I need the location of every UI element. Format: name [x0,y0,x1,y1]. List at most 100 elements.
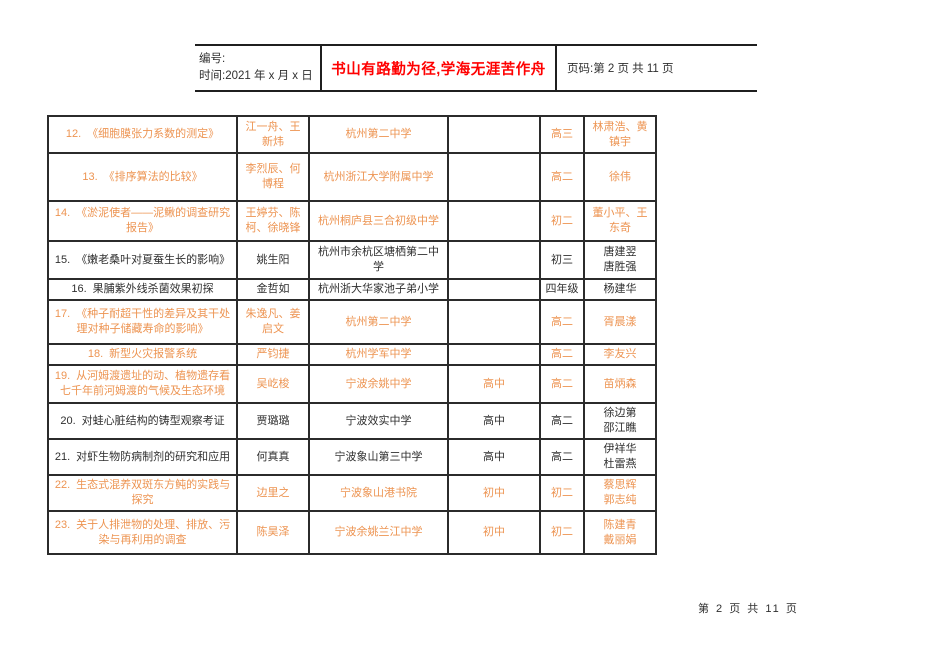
project-title: 新型火灾报警系统 [109,348,198,360]
table-row: 15. 《嫩老桑叶对夏蚕生长的影响》 姚生阳 杭州市余杭区塘栖第二中学 初三 唐建翌 唐胜… [47,240,657,280]
project-title: 《嫩老桑叶对夏蚕生长的影响》 [76,253,231,266]
grade-cell: 高二 [539,364,585,404]
table-row: 17. 《种子耐超干性的差异及其干处理对种子储藏寿命的影响》 朱逸凡、姜启文 杭州第二… [47,299,657,345]
authors-cell: 贾璐璐 [236,402,310,440]
page-header: 编号: 时间:2021 年 x 月 x 日 书山有路勤为径,学海无涯苦作舟 页码… [195,44,757,92]
level-cell: 高中 [447,402,541,440]
table-row: 21. 对虾生物防病制剂的研究和应用 何真真 宁波象山第三中学 高中 高二 伊祥华 杜雷燕 [47,438,657,476]
row-number: 15. [54,253,71,266]
project-title: 《细胞膜张力系数的测定》 [87,128,220,140]
project-title: 果脯紫外线杀菌效果初探 [92,283,214,295]
school-cell: 杭州桐庐县三合初级中学 [308,200,449,242]
project-title-cell: 20. 对蛙心脏结构的铸型观察考证 [47,402,238,440]
grade-cell: 高三 [539,115,585,154]
school-cell: 杭州浙江大学附属中学 [308,152,449,202]
slogan-text: 书山有路勤为径,学海无涯苦作舟 [331,61,546,78]
school-cell: 杭州第二中学 [308,115,449,154]
grade-cell: 高二 [539,343,585,366]
row-number: 22. [54,479,71,491]
school-cell: 宁波余姚中学 [308,364,449,404]
advisors-cell: 李友兴 [583,343,657,366]
advisors-cell: 徐边第 邵江瞧 [583,402,657,440]
table-row: 12. 《细胞膜张力系数的测定》 江一舟、王新炜 杭州第二中学 高三 林肃浩、黄镇宇 [47,115,657,154]
advisors-cell: 蔡思辉 郭志纯 [583,474,657,512]
school-cell: 宁波效实中学 [308,402,449,440]
number-label: 编号: [199,53,226,66]
project-title-cell: 16. 果脯紫外线杀菌效果初探 [47,278,238,301]
table-row: 18. 新型火灾报警系统 严钧捷 杭州学军中学 高二 李友兴 [47,343,657,366]
level-cell: 高中 [447,438,541,476]
row-number: 19. [54,370,71,382]
level-cell [447,299,541,345]
level-cell [447,278,541,301]
project-title: 关于人排泄物的处理、排放、污染与再利用的调查 [76,518,231,546]
grade-cell: 初二 [539,510,585,555]
grade-cell: 初三 [539,240,585,280]
table-row: 13. 《排序算法的比较》 李烈辰、何博程 杭州浙江大学附属中学 高二 徐伟 [47,152,657,202]
advisors-cell: 陈建青 戴丽娟 [583,510,657,555]
row-number: 13. [82,170,98,183]
authors-cell: 严钧捷 [236,343,310,366]
header-page-cell: 页码:第 2 页 共 11 页 [557,46,757,90]
school-cell: 宁波余姚兰江中学 [308,510,449,555]
project-title: 《淤泥使者——泥鳅的调查研究报告》 [76,207,231,234]
level-cell: 初中 [447,510,541,555]
authors-cell: 吴屹梭 [236,364,310,404]
project-title-cell: 15. 《嫩老桑叶对夏蚕生长的影响》 [47,240,238,280]
level-cell [447,152,541,202]
advisors-cell: 苗炳森 [583,364,657,404]
authors-cell: 王婷芬、陈柯、徐晓锋 [236,200,310,242]
table-row: 23. 关于人排泄物的处理、排放、污染与再利用的调查 陈昊泽 宁波余姚兰江中学 初中 初二… [47,510,657,555]
row-number: 18. [87,348,104,360]
project-title: 对虾生物防病制剂的研究和应用 [76,450,231,463]
advisors-cell: 徐伟 [583,152,657,202]
school-cell: 杭州浙大华家池子弟小学 [308,278,449,301]
school-cell: 杭州市余杭区塘栖第二中学 [308,240,449,280]
table-row: 19. 从河姆渡遗址的动、植物遗存看七千年前河姆渡的气候及生态环境 吴屹梭 宁波余姚中… [47,364,657,404]
table-row: 20. 对蛙心脏结构的铸型观察考证 贾璐璐 宁波效实中学 高中 高二 徐边第 邵江瞧 [47,402,657,440]
authors-cell: 江一舟、王新炜 [236,115,310,154]
advisors-cell: 伊祥华 杜雷燕 [583,438,657,476]
level-cell [447,343,541,366]
level-cell [447,200,541,242]
authors-cell: 陈昊泽 [236,510,310,555]
advisors-cell: 杨建华 [583,278,657,301]
row-number: 16. [71,283,87,295]
authors-cell: 何真真 [236,438,310,476]
authors-cell: 金哲如 [236,278,310,301]
project-title-cell: 23. 关于人排泄物的处理、排放、污染与再利用的调查 [47,510,238,555]
authors-cell: 李烈辰、何博程 [236,152,310,202]
grade-cell: 高二 [539,402,585,440]
authors-cell: 边里之 [236,474,310,512]
project-title: 生态式混养双斑东方鲀的实践与探究 [76,479,231,506]
level-cell: 高中 [447,364,541,404]
project-title-cell: 17. 《种子耐超干性的差异及其干处理对种子储藏寿命的影响》 [47,299,238,345]
grade-cell: 高二 [539,152,585,202]
school-cell: 杭州学军中学 [308,343,449,366]
table-row: 16. 果脯紫外线杀菌效果初探 金哲如 杭州浙大华家池子弟小学 四年级 杨建华 [47,278,657,301]
school-cell: 宁波象山港书院 [308,474,449,512]
level-cell: 初中 [447,474,541,512]
grade-cell: 高二 [539,438,585,476]
row-number: 17. [54,308,71,320]
row-number: 21. [54,450,71,463]
header-meta-cell: 编号: 时间:2021 年 x 月 x 日 [195,46,320,90]
project-title-cell: 19. 从河姆渡遗址的动、植物遗存看七千年前河姆渡的气候及生态环境 [47,364,238,404]
row-number: 12. [65,128,82,140]
level-cell [447,240,541,280]
authors-cell: 朱逸凡、姜启文 [236,299,310,345]
project-title: 对蛙心脏结构的铸型观察考证 [81,414,225,427]
projects-table-body: 12. 《细胞膜张力系数的测定》 江一舟、王新炜 杭州第二中学 高三 林肃浩、黄镇宇 13.… [47,115,657,555]
header-slogan-cell: 书山有路勤为径,学海无涯苦作舟 [320,46,557,90]
project-title-cell: 14. 《淤泥使者——泥鳅的调查研究报告》 [47,200,238,242]
level-cell [447,115,541,154]
grade-cell: 高二 [539,299,585,345]
project-title: 《排序算法的比较》 [103,170,203,183]
row-number: 23. [54,518,71,531]
time-label: 时间:2021 年 x 月 x 日 [199,70,313,82]
project-title: 从河姆渡遗址的动、植物遗存看七千年前河姆渡的气候及生态环境 [60,370,231,397]
project-title-cell: 18. 新型火灾报警系统 [47,343,238,366]
grade-cell: 初二 [539,200,585,242]
advisors-cell: 唐建翌 唐胜强 [583,240,657,280]
advisors-cell: 董小平、王东奇 [583,200,657,242]
